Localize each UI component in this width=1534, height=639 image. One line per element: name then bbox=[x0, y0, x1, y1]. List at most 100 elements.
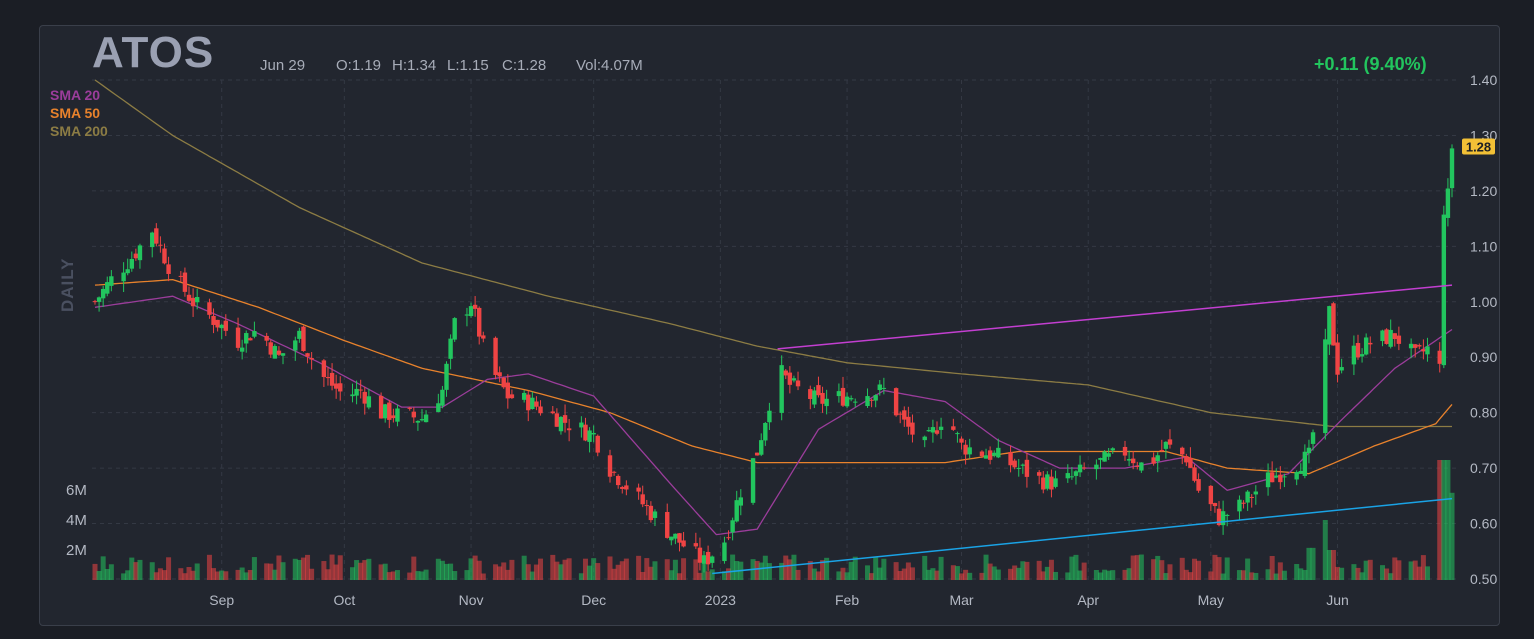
volume-bar bbox=[1384, 568, 1390, 580]
volume-bar bbox=[358, 562, 364, 580]
y-tick-label: 1.40 bbox=[1470, 72, 1497, 88]
volume-bar bbox=[905, 562, 911, 580]
volume-bar bbox=[668, 570, 674, 580]
candle-body bbox=[898, 413, 903, 415]
candle-body bbox=[1188, 457, 1193, 468]
candle-body bbox=[750, 458, 756, 503]
volume-bar bbox=[873, 557, 879, 580]
volume-bar bbox=[121, 573, 127, 580]
candle-body bbox=[779, 365, 784, 413]
ohlc-date: Jun 29 bbox=[260, 57, 306, 74]
candle-body bbox=[505, 382, 511, 399]
volume-bar bbox=[1093, 569, 1099, 580]
candle-body bbox=[1384, 329, 1389, 344]
candle-body bbox=[955, 433, 960, 435]
sma50-line bbox=[94, 278, 1453, 475]
volume-bar bbox=[1151, 559, 1157, 580]
candle-body bbox=[509, 394, 515, 399]
volume-bar bbox=[1335, 566, 1341, 580]
volume-bar bbox=[235, 569, 241, 580]
volume-bar bbox=[153, 572, 159, 580]
candle-body bbox=[158, 244, 163, 246]
candle-body bbox=[1421, 349, 1426, 352]
volume-bar bbox=[1106, 570, 1112, 580]
candle-body bbox=[812, 390, 817, 405]
candle-body bbox=[362, 391, 367, 404]
candle-body bbox=[534, 401, 539, 407]
volume-bar bbox=[869, 573, 875, 580]
volume-bar bbox=[963, 569, 969, 580]
x-tick-label: Apr bbox=[1077, 592, 1099, 608]
volume-bar bbox=[276, 555, 282, 580]
volume-bar bbox=[186, 567, 192, 580]
volume-bar bbox=[1437, 460, 1443, 580]
volume-bar bbox=[705, 571, 711, 580]
volume-bar bbox=[693, 559, 699, 580]
candle-body bbox=[1212, 503, 1218, 507]
volume-bar bbox=[178, 568, 184, 580]
candle-body bbox=[791, 378, 797, 381]
volume-bar bbox=[848, 561, 854, 580]
volume-bar bbox=[333, 564, 339, 580]
volume-bar bbox=[611, 568, 617, 580]
candle-body bbox=[186, 294, 192, 301]
candle-body bbox=[452, 318, 457, 340]
volume-bar bbox=[1412, 560, 1418, 580]
volume-bar bbox=[865, 565, 871, 580]
candle-body bbox=[301, 326, 306, 352]
candle-body bbox=[579, 422, 584, 428]
volume-bar bbox=[272, 569, 278, 580]
candle-body bbox=[824, 398, 829, 407]
volume-bar bbox=[1024, 561, 1030, 580]
volume-bar bbox=[1363, 560, 1369, 580]
volume-bar bbox=[550, 554, 556, 580]
volume-bar bbox=[1302, 569, 1308, 580]
volume-bar bbox=[452, 571, 458, 580]
candle-body bbox=[501, 377, 506, 388]
volume-bar bbox=[190, 570, 196, 580]
volume-bar bbox=[1044, 566, 1050, 580]
volume-bar bbox=[909, 567, 915, 580]
candle-body bbox=[681, 540, 686, 547]
volume-bar bbox=[1249, 572, 1255, 580]
candle-body bbox=[497, 372, 502, 377]
ohlc-open: O:1.19 bbox=[336, 57, 382, 74]
candle-body bbox=[554, 413, 560, 427]
volume-bar bbox=[664, 559, 670, 580]
volume-bar bbox=[1326, 550, 1332, 580]
volume-bar bbox=[1073, 554, 1079, 580]
candle-body bbox=[1036, 472, 1042, 476]
candle-body bbox=[767, 410, 772, 423]
candle-body bbox=[726, 537, 731, 539]
volume-bar bbox=[1163, 573, 1169, 580]
volume-bar bbox=[1220, 573, 1226, 580]
candle-body bbox=[1278, 474, 1283, 483]
trendline-lower bbox=[712, 497, 1453, 575]
candle-body bbox=[669, 536, 674, 541]
volume-bar bbox=[1187, 572, 1193, 580]
volume-bar bbox=[309, 568, 315, 580]
volume-bar bbox=[1065, 572, 1071, 580]
candle-body bbox=[853, 401, 858, 403]
volume-bar bbox=[1445, 460, 1451, 580]
volume-bar bbox=[995, 569, 1001, 580]
sma20-line bbox=[94, 295, 1453, 536]
candle-body bbox=[121, 272, 126, 282]
volume-bar bbox=[791, 554, 797, 580]
volume-bar bbox=[219, 570, 225, 580]
volume-bar bbox=[247, 569, 253, 580]
volume-bar bbox=[595, 563, 601, 580]
candle-body bbox=[1265, 472, 1271, 488]
candle-body bbox=[215, 319, 220, 328]
candle-body bbox=[1220, 511, 1226, 526]
candle-body bbox=[166, 264, 171, 274]
volume-bar bbox=[1396, 560, 1402, 580]
volume-bar bbox=[811, 568, 817, 580]
candle-body bbox=[566, 428, 572, 431]
volume-bar bbox=[149, 562, 155, 580]
candle-body bbox=[1388, 329, 1393, 347]
x-tick-label: Sep bbox=[209, 592, 234, 608]
candle-body bbox=[665, 511, 670, 538]
volume-bar bbox=[1449, 492, 1455, 580]
